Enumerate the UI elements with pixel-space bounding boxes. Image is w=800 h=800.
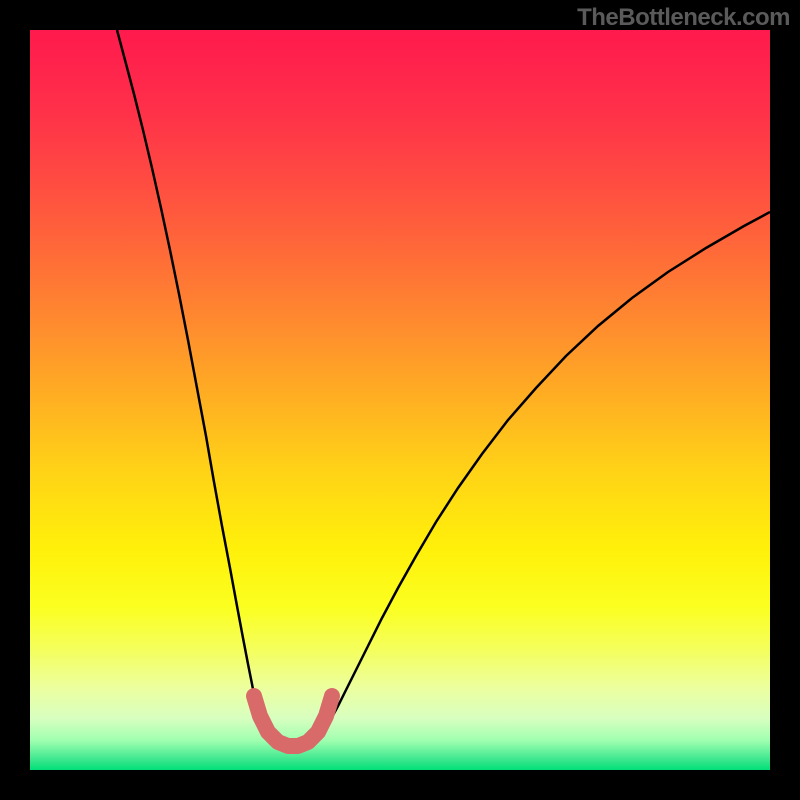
plot-area — [30, 30, 770, 770]
curve-right — [312, 212, 770, 744]
chart-container: TheBottleneck.com — [0, 0, 800, 800]
curve-left — [117, 30, 274, 744]
curve-layer — [30, 30, 770, 770]
bottom-marker — [254, 696, 332, 746]
watermark-text: TheBottleneck.com — [577, 4, 790, 32]
